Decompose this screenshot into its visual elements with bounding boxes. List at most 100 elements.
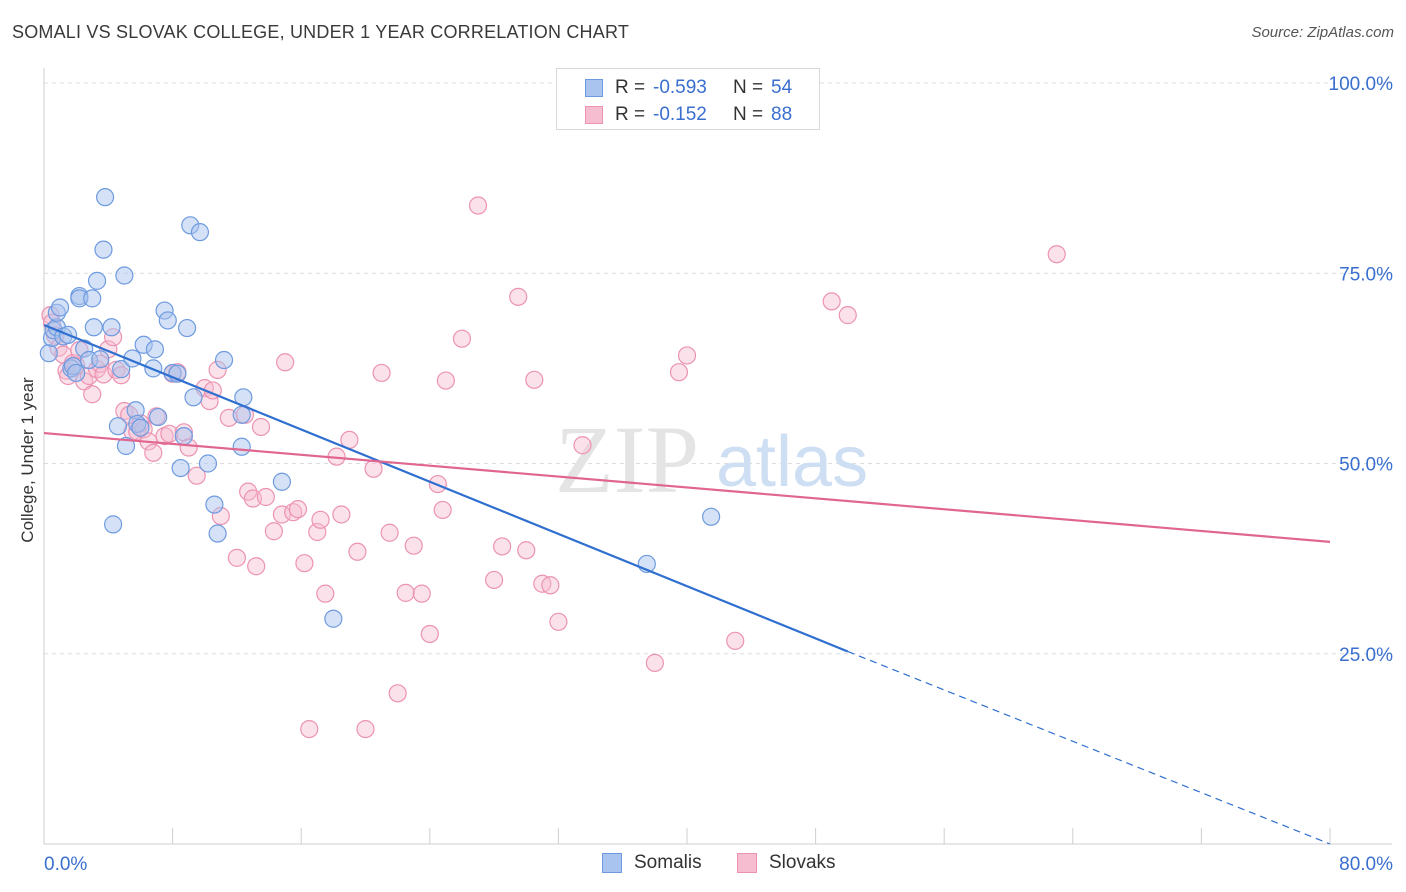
somalis-point <box>84 318 103 337</box>
n-label: N = <box>733 77 764 98</box>
slovaks-point <box>227 548 246 567</box>
legend-row-somalis: R = -0.593 N = 54 <box>557 75 819 101</box>
slovaks-point <box>412 584 431 603</box>
n-value: 88 <box>771 104 793 125</box>
somalis-point <box>145 340 165 359</box>
legend-label: Slovaks <box>769 852 836 873</box>
slovaks-point <box>433 500 452 520</box>
slovaks-point <box>485 570 504 590</box>
slovaks-point <box>284 503 303 522</box>
somalis-swatch <box>602 853 622 873</box>
trend-lines <box>43 323 1331 845</box>
slovaks-point <box>468 196 488 215</box>
somalis-point <box>324 609 343 628</box>
n-value: 54 <box>771 77 793 98</box>
correlation-legend: R = -0.593 N = 54 R = -0.152 N = 88 <box>556 68 820 130</box>
slovaks-point <box>187 466 206 485</box>
slovaks-point <box>509 287 528 306</box>
source-label: Source: ZipAtlas.com <box>1251 24 1394 41</box>
somalis-point <box>232 437 251 456</box>
slovaks-point <box>822 292 841 311</box>
slovaks-point <box>276 353 295 372</box>
somalis-point <box>184 388 203 407</box>
slovaks-point <box>436 371 455 390</box>
slovaks-trend-line <box>43 431 1331 543</box>
somalis-point <box>83 289 102 308</box>
somalis-point <box>174 427 193 446</box>
watermark-zip: ZIP <box>555 406 699 513</box>
slovaks-point <box>251 417 271 437</box>
somalis-point <box>95 188 115 207</box>
slovaks-point <box>493 537 512 556</box>
somalis-point <box>190 223 210 242</box>
somalis-point <box>94 240 113 259</box>
r-value: -0.593 <box>653 77 707 98</box>
y-axis-label: College, Under 1 year <box>18 377 37 543</box>
slovaks-point <box>272 505 292 524</box>
slovaks-point <box>247 557 266 576</box>
slovaks-swatch <box>585 106 603 124</box>
somalis-swatch <box>585 79 603 97</box>
slovaks-point <box>517 541 536 560</box>
axes <box>43 68 1392 845</box>
y-tick-label: 50.0% <box>1339 455 1393 476</box>
slovaks-point <box>83 385 102 404</box>
slovaks-points <box>41 196 1066 739</box>
slovaks-point <box>1047 245 1066 264</box>
slovaks-point <box>404 536 423 555</box>
somalis-point <box>272 472 292 491</box>
slovaks-point <box>364 459 383 478</box>
slovaks-point <box>256 487 275 507</box>
somalis-point <box>205 495 224 514</box>
slovaks-point <box>372 363 391 383</box>
y-tick-label: 75.0% <box>1339 264 1393 285</box>
somalis-point <box>208 524 227 543</box>
legend-label: Somalis <box>634 852 702 873</box>
somalis-point <box>116 436 136 456</box>
somalis-point <box>158 311 177 330</box>
slovaks-point <box>295 554 314 573</box>
n-label: N = <box>733 104 764 125</box>
x-tick-label: 0.0% <box>44 854 87 875</box>
slovaks-point <box>348 542 367 561</box>
somalis-point <box>702 507 721 526</box>
legend-row-slovaks: R = -0.152 N = 88 <box>557 102 819 128</box>
somalis-point <box>171 458 190 478</box>
slovaks-point <box>396 583 415 602</box>
r-label: R = <box>615 77 646 98</box>
slovaks-point <box>264 522 283 541</box>
somalis-point <box>115 266 134 285</box>
watermark-atlas: atlas <box>716 422 868 502</box>
slovaks-point <box>332 505 351 524</box>
somalis-point <box>104 515 123 534</box>
slovaks-point <box>356 719 375 739</box>
somalis-point <box>50 298 70 317</box>
slovaks-swatch <box>737 853 757 873</box>
slovaks-point <box>541 576 560 595</box>
y-tick-label: 100.0% <box>1329 74 1394 95</box>
somalis-point <box>67 363 86 383</box>
slovaks-point <box>311 510 330 529</box>
slovaks-point <box>316 584 335 603</box>
somalis-point <box>108 417 128 436</box>
tick-labels: 25.0% 50.0% 75.0% 100.0% 0.0% 80.0% <box>44 74 1393 875</box>
slovaks-point <box>549 612 568 631</box>
slovaks-point <box>669 363 689 382</box>
r-value: -0.152 <box>653 104 707 125</box>
slovaks-point <box>645 653 664 672</box>
slovaks-point <box>525 370 544 389</box>
somalis-point <box>131 418 150 437</box>
somalis-point <box>102 318 121 337</box>
chart-title: SOMALI VS SLOVAK COLLEGE, UNDER 1 YEAR C… <box>12 22 630 42</box>
slovaks-point <box>288 500 308 519</box>
slovaks-point <box>452 329 472 348</box>
grid-lines <box>44 82 1392 655</box>
slovaks-point <box>380 523 399 542</box>
slovaks-point <box>420 624 439 644</box>
slovaks-point <box>677 346 697 365</box>
slovaks-point <box>838 306 857 325</box>
somalis-trend-extension <box>847 650 1331 845</box>
slovaks-point <box>155 427 174 446</box>
slovaks-point <box>300 719 319 739</box>
